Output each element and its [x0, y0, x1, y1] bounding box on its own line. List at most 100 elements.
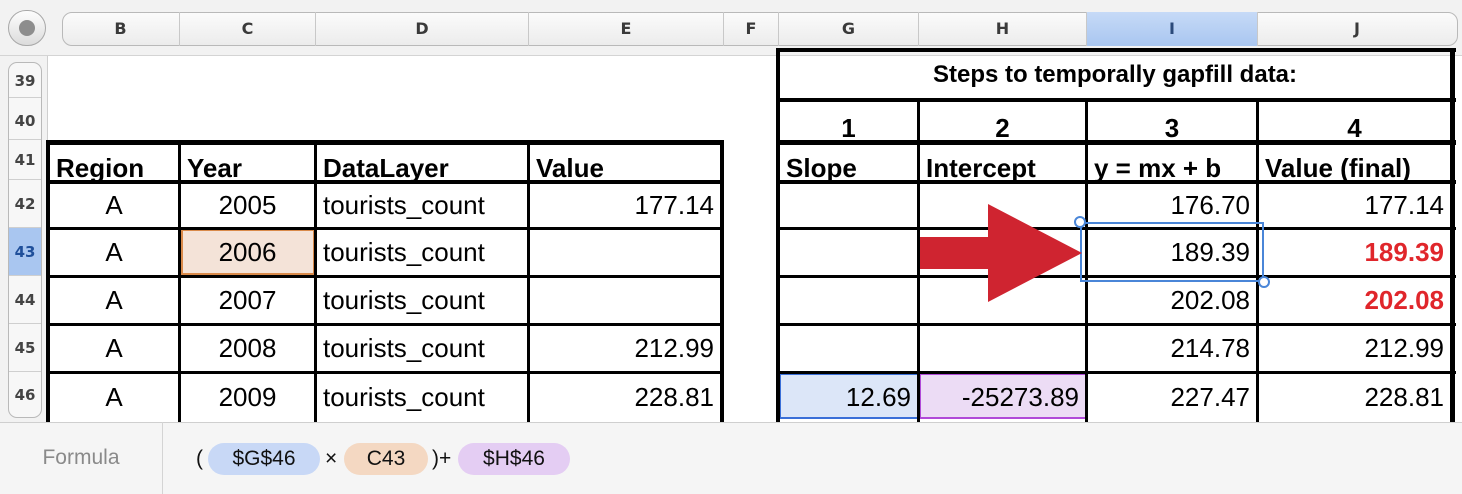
- grid-line: [527, 140, 530, 422]
- grid-line: [917, 98, 920, 422]
- selection-handle-bottom-right[interactable]: [1258, 276, 1270, 288]
- cell-value-final[interactable]: 228.81: [1364, 381, 1444, 412]
- grid-line: [776, 98, 1456, 102]
- cell-intercept[interactable]: -25273.89: [961, 381, 1079, 412]
- cell-y-mx-b[interactable]: 202.08: [1170, 285, 1250, 315]
- active-cell-selection[interactable]: [1080, 222, 1264, 282]
- grid-line: [776, 371, 1456, 374]
- header-value-final[interactable]: Value (final): [1265, 152, 1411, 183]
- cell-value[interactable]: [530, 230, 720, 275]
- header-slope[interactable]: Slope: [786, 152, 857, 183]
- cell-slope[interactable]: [780, 278, 917, 323]
- cell-value[interactable]: 212.99: [634, 333, 714, 363]
- row-header-43[interactable]: 43: [9, 228, 41, 276]
- cell-year[interactable]: 2008: [218, 333, 277, 363]
- cell-value[interactable]: 177.14: [634, 190, 714, 220]
- column-header-f[interactable]: F: [724, 12, 779, 46]
- grid-line: [776, 323, 1456, 326]
- cell-datalayer[interactable]: tourists_count: [323, 237, 485, 267]
- cell-value-final[interactable]: 212.99: [1364, 333, 1444, 363]
- cell-region[interactable]: A: [105, 285, 123, 315]
- grid-line: [776, 180, 1456, 184]
- grid-line: [1450, 48, 1455, 422]
- grid-line: [776, 275, 1456, 278]
- grid-line: [46, 180, 724, 184]
- row-header-46[interactable]: 46: [14, 386, 36, 404]
- cell-slope[interactable]: [780, 184, 917, 227]
- header-region[interactable]: Region: [56, 152, 145, 183]
- cell-value-final-gapfilled[interactable]: 189.39: [1364, 237, 1444, 267]
- cell-year[interactable]: 2007: [218, 285, 277, 315]
- formula-ref-intercept[interactable]: $H$46: [458, 443, 570, 475]
- steps-title: Steps to temporally gapfill data:: [932, 61, 1298, 88]
- column-header-b[interactable]: B: [62, 12, 180, 46]
- cell-value[interactable]: [530, 278, 720, 323]
- cell-slope[interactable]: 12.69: [845, 381, 911, 412]
- column-header-j[interactable]: J: [1354, 19, 1360, 38]
- row-header-40[interactable]: 40: [9, 102, 41, 140]
- cell-value-final-gapfilled[interactable]: 202.08: [1364, 285, 1444, 315]
- cell-year[interactable]: 2006: [218, 237, 277, 267]
- grid-line: [178, 140, 181, 422]
- year-reference-highlight: [181, 229, 315, 275]
- formula-times: ×: [325, 447, 338, 470]
- cell-y-mx-b[interactable]: 214.78: [1170, 333, 1250, 363]
- formula-label: Formula: [0, 422, 163, 494]
- cell-year[interactable]: 2009: [218, 381, 277, 412]
- cell-value[interactable]: 228.81: [634, 381, 714, 412]
- step-number-1: 1: [841, 112, 856, 143]
- cell-region[interactable]: A: [105, 190, 123, 220]
- column-header-e[interactable]: E: [529, 12, 724, 46]
- row-header-45[interactable]: 45: [9, 324, 41, 372]
- grid-line: [720, 140, 724, 422]
- cell-region[interactable]: A: [105, 381, 123, 412]
- column-header-h[interactable]: H: [919, 12, 1087, 46]
- grid-line: [314, 140, 317, 422]
- row-header-41[interactable]: 41: [9, 140, 41, 180]
- cell-datalayer[interactable]: tourists_count: [323, 333, 485, 363]
- column-header-i[interactable]: I: [1087, 12, 1258, 46]
- row-header-42[interactable]: 42: [9, 180, 41, 228]
- cell-datalayer[interactable]: tourists_count: [323, 190, 485, 220]
- cell-y-mx-b[interactable]: 176.70: [1170, 190, 1250, 220]
- grid-line: [46, 140, 50, 422]
- step-number-3: 3: [1164, 112, 1180, 143]
- header-intercept[interactable]: Intercept: [926, 152, 1036, 183]
- cell-year[interactable]: 2005: [218, 190, 277, 220]
- step-number-2: 2: [995, 112, 1010, 143]
- header-year[interactable]: Year: [187, 152, 242, 183]
- cell-datalayer[interactable]: tourists_count: [323, 381, 485, 412]
- select-all-button[interactable]: [8, 10, 46, 46]
- cell-slope[interactable]: [780, 230, 917, 275]
- selection-handle-top-left[interactable]: [1074, 216, 1086, 228]
- header-value[interactable]: Value: [536, 152, 604, 183]
- grid-line: [46, 140, 724, 145]
- grid-line: [1085, 98, 1088, 422]
- grid-line: [776, 227, 1456, 230]
- formula-ref-year[interactable]: C43: [344, 443, 428, 475]
- grid-line: [46, 371, 724, 374]
- red-arrow-right-icon: [920, 204, 1082, 302]
- cell-slope[interactable]: [780, 326, 917, 371]
- grid-line: [46, 323, 724, 326]
- cell-region[interactable]: A: [105, 333, 123, 363]
- column-header-d[interactable]: D: [316, 12, 529, 46]
- row-header-44[interactable]: 44: [9, 276, 41, 324]
- formula-close-plus: )+: [432, 447, 452, 470]
- row-header-39[interactable]: 39: [9, 64, 41, 98]
- column-header-g[interactable]: G: [779, 12, 919, 46]
- cell-value-final[interactable]: 177.14: [1364, 190, 1444, 220]
- grid-line: [776, 48, 780, 422]
- column-header-c[interactable]: C: [180, 12, 316, 46]
- cell-datalayer[interactable]: tourists_count: [323, 285, 485, 315]
- intercept-reference-highlight: [919, 373, 1087, 419]
- step-number-4: 4: [1347, 112, 1362, 143]
- cell-region[interactable]: A: [105, 237, 123, 267]
- cell-intercept[interactable]: [920, 326, 1085, 371]
- header-y-mx-b[interactable]: y = mx + b: [1094, 152, 1222, 183]
- grid-line: [46, 227, 724, 230]
- header-datalayer[interactable]: DataLayer: [323, 152, 449, 183]
- cell-y-mx-b[interactable]: 227.47: [1170, 381, 1250, 412]
- cell-y-mx-b[interactable]: 189.39: [1170, 237, 1250, 267]
- formula-ref-slope[interactable]: $G$46: [208, 443, 320, 475]
